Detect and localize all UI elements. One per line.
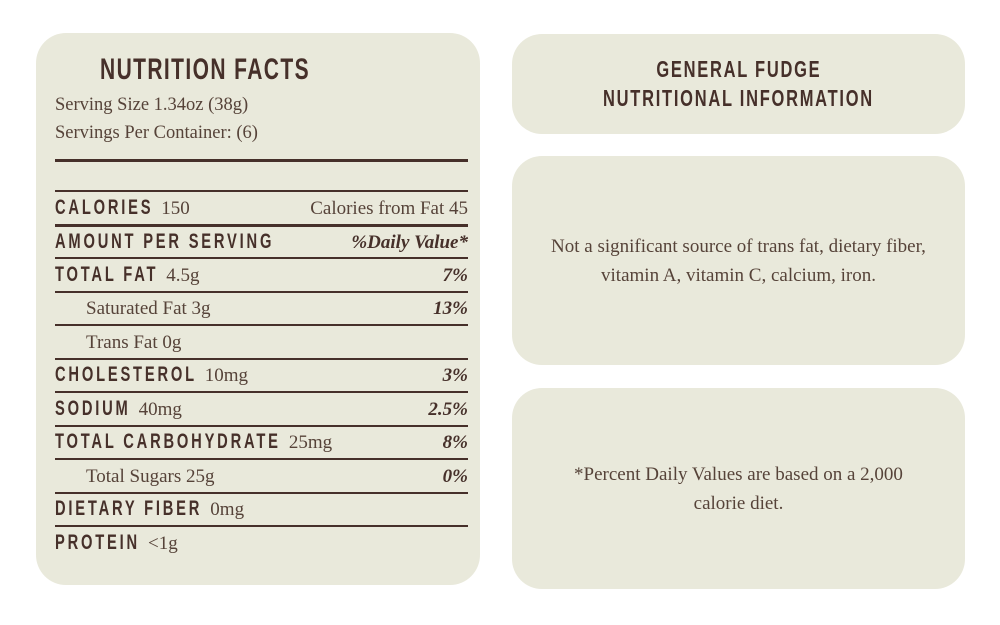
nutrition-row: PROTEIN <1g (55, 525, 468, 559)
nutrition-row: Trans Fat 0g (55, 324, 468, 358)
nutrition-row: Saturated Fat 3g 13% (55, 290, 468, 325)
nutrition-table: CALORIES 150 Calories from Fat 45 AMOUNT… (55, 190, 468, 559)
nutrition-row-label: Total Sugars 25g (86, 465, 215, 487)
nutrition-row: CALORIES 150 Calories from Fat 45 (55, 190, 468, 224)
nutrition-row-label: SODIUM (55, 396, 131, 420)
divider-rule (55, 159, 468, 162)
nutrition-row-label: DIETARY FIBER (55, 497, 203, 521)
nutrition-row-amount: 25mg (288, 432, 333, 454)
info-title-card: GENERAL FUDGE NUTRITIONAL INFORMATION (512, 34, 965, 134)
nutrition-row-value: %Daily Value* (351, 231, 468, 253)
nutrition-row-label: AMOUNT PER SERVING (55, 229, 275, 253)
nutrition-row-label: Trans Fat 0g (86, 331, 182, 353)
nutrition-row: TOTAL CARBOHYDRATE 25mg 8% (55, 424, 468, 459)
nutrition-row-label: CHOLESTEROL (55, 363, 197, 387)
servings-per-container-text: Servings Per Container: (6) (55, 123, 258, 143)
nutrition-row-amount: 4.5g (166, 264, 200, 286)
nutrition-row-value: 7% (442, 264, 468, 286)
nutrition-row: AMOUNT PER SERVING %Daily Value* (55, 223, 468, 258)
significant-source-note-text: Not a significant source of trans fat, d… (551, 235, 926, 286)
daily-values-footnote-text: *Percent Daily Values are based on a 2,0… (574, 463, 903, 514)
serving-size-text: Serving Size 1.34oz (38g) (55, 95, 249, 115)
nutrition-row: CHOLESTEROL 10mg 3% (55, 357, 468, 392)
nutrition-facts-title: NUTRITION FACTS (100, 53, 310, 86)
nutrition-row-amount: 10mg (204, 365, 249, 387)
nutrition-facts-card: NUTRITION FACTS Serving Size 1.34oz (38g… (36, 33, 480, 585)
daily-values-footnote-card: *Percent Daily Values are based on a 2,0… (512, 388, 965, 589)
nutrition-row: TOTAL FAT 4.5g 7% (55, 257, 468, 291)
nutrition-row-value: 8% (442, 432, 468, 454)
nutrition-row-amount: 40mg (138, 398, 182, 420)
nutrition-row-value: 13% (433, 298, 468, 320)
nutrition-row-amount: 0mg (210, 499, 245, 521)
nutrition-row-amount: <1g (148, 532, 178, 554)
nutrition-row-label: PROTEIN (55, 530, 140, 554)
nutrition-row-label: TOTAL FAT (55, 262, 159, 286)
info-title-line2: NUTRITIONAL INFORMATION (603, 85, 874, 111)
nutrition-row-label: Saturated Fat 3g (86, 298, 211, 320)
nutrition-row: SODIUM 40mg 2.5% (55, 391, 468, 425)
nutrition-row-value: 3% (442, 365, 468, 387)
nutrition-row-label: TOTAL CARBOHYDRATE (55, 430, 281, 454)
nutrition-row-label: CALORIES (55, 195, 154, 219)
nutrition-row-value: 0% (442, 465, 468, 487)
significant-source-note-card: Not a significant source of trans fat, d… (512, 156, 965, 365)
info-title-line1: GENERAL FUDGE (655, 56, 822, 82)
nutrition-row-amount: 150 (161, 197, 190, 219)
nutrition-row-value: 2.5% (428, 398, 468, 420)
nutrition-row-value: Calories from Fat 45 (310, 197, 468, 219)
nutrition-row: DIETARY FIBER 0mg (55, 491, 468, 526)
nutrition-row: Total Sugars 25g 0% (55, 458, 468, 492)
